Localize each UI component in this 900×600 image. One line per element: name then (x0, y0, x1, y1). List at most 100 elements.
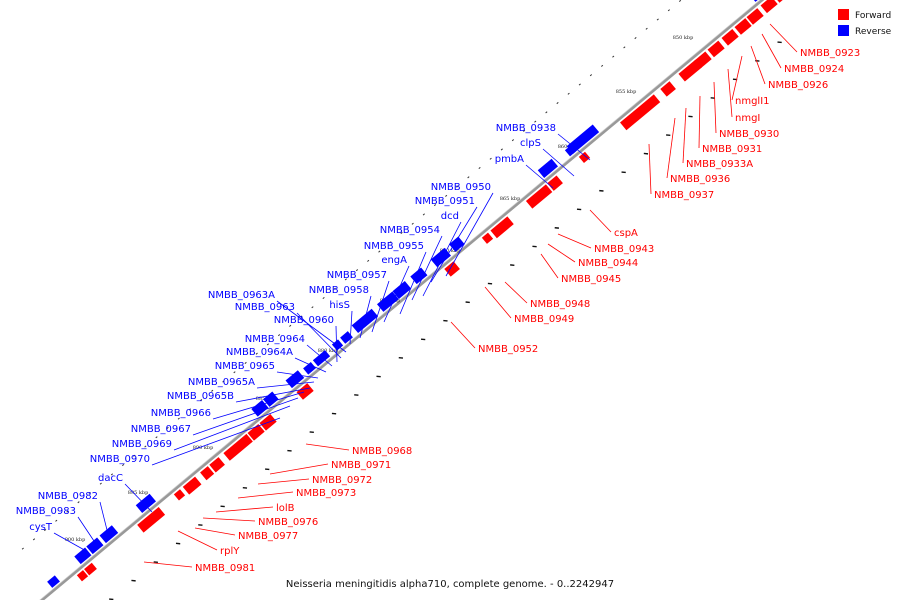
forward-gene-label: NMBB_0930 (719, 129, 779, 140)
forward-gene-label: cspA (614, 228, 638, 239)
reverse-leader (276, 371, 319, 379)
forward-gene-block (525, 184, 553, 209)
forward-gene-label: NMBB_0949 (514, 314, 574, 325)
forward-gene-label: NMBB_0972 (312, 475, 372, 486)
skew-tick (233, 371, 236, 374)
skew-tick (367, 259, 370, 262)
reverse-leader (335, 325, 338, 363)
skew-tick (177, 417, 180, 420)
skew-tick (32, 538, 36, 541)
forward-gene-label: NMBB_0976 (258, 517, 318, 528)
forward-leader (761, 33, 782, 69)
forward-gene-block (481, 232, 494, 244)
gc-skew-ticks (21, 0, 782, 600)
forward-gene-block (678, 59, 702, 82)
forward-leader (682, 107, 687, 164)
forward-gene-block (223, 433, 253, 461)
reverse-gene-label: NMBB_0951 (415, 196, 475, 207)
legend: Forward Reverse (838, 9, 892, 37)
reverse-gene-block (47, 575, 60, 588)
skew-tick (678, 0, 682, 2)
reverse-gene-block (285, 370, 305, 389)
forward-gene-label: NMBB_0943 (594, 244, 654, 255)
skew-tick (645, 27, 648, 30)
reverse-gene-label: NMBB_0964A (226, 347, 293, 358)
reverse-gene-label: NMBB_0965 (215, 361, 275, 372)
skew-tick (66, 510, 69, 513)
skew-tick (344, 278, 347, 281)
skew-tick (21, 547, 24, 550)
reverse-leader (124, 483, 153, 513)
reverse-leader (349, 310, 353, 345)
genome-backbone (39, 0, 765, 600)
forward-leader (237, 491, 294, 499)
skew-tick (589, 74, 593, 77)
legend-forward-swatch (838, 9, 849, 20)
forward-gene-block (173, 489, 186, 501)
skew-tick (166, 426, 169, 429)
skew-tick (489, 157, 492, 160)
reverse-leader (557, 133, 591, 161)
reverse-gene-block (564, 145, 577, 157)
forward-leader (589, 209, 612, 233)
skew-tick (266, 343, 269, 346)
forward-gene-label: NMBB_0981 (195, 563, 255, 574)
backbone-line (40, 0, 765, 600)
skew-tick (445, 194, 448, 197)
reverse-gene-block (312, 355, 325, 367)
forward-gene-label: NMBB_0931 (702, 144, 762, 155)
skew-tick (188, 408, 192, 411)
forward-gene-block (296, 383, 314, 400)
forward-gene-label: nmglI1 (735, 96, 770, 107)
reverse-leader (235, 387, 311, 403)
skew-tick (500, 148, 503, 151)
skew-tick (122, 464, 125, 467)
legend-reverse-swatch (838, 25, 849, 36)
reverse-gene-label: clpS (520, 138, 541, 149)
reverse-gene-label: NMBB_0960 (274, 315, 334, 326)
reverse-leader (542, 148, 575, 177)
skew-tick (456, 185, 459, 188)
skew-tick (612, 55, 615, 58)
reverse-leader (192, 397, 299, 436)
forward-leader (769, 23, 798, 53)
forward-gene-block (760, 0, 778, 14)
forward-leader (215, 506, 274, 513)
forward-gene-block (209, 457, 225, 473)
skew-tick (667, 9, 671, 12)
skew-tick (211, 389, 214, 392)
reverse-gene-label: NMBB_0970 (90, 454, 150, 465)
forward-gene-label: NMBB_0933A (686, 159, 753, 170)
skew-tick (545, 111, 548, 114)
reverse-gene-label: NMBB_0950 (431, 182, 491, 193)
skew-tick (478, 166, 481, 170)
reverse-leader (422, 221, 462, 297)
forward-leader (202, 517, 256, 522)
forward-gene-block (660, 81, 676, 97)
reverse-leader (151, 417, 281, 466)
reverse-leader (411, 235, 443, 301)
skew-tick (133, 454, 136, 457)
reverse-gene-label: NMBB_0965A (188, 377, 255, 388)
reverse-gene-label: NMBB_0965B (167, 391, 234, 402)
skew-tick (523, 129, 526, 132)
forward-gene-label: NMBB_0977 (238, 531, 298, 542)
reverse-leader (276, 300, 347, 353)
forward-gene-label: NMBB_0924 (784, 64, 844, 75)
forward-gene-label: nmgI (735, 113, 760, 124)
reverse-gene-label: NMBB_0983 (16, 506, 76, 517)
reverse-leader (399, 251, 427, 315)
forward-leader (731, 55, 743, 101)
skew-tick (433, 204, 437, 207)
forward-gene-label: NMBB_0968 (352, 446, 412, 457)
skew-tick (144, 445, 147, 448)
forward-gene-label: NMBB_0973 (296, 488, 356, 499)
legend-forward-label: Forward (855, 11, 891, 21)
reverse-gene-block (99, 525, 119, 544)
forward-gene-block (247, 423, 265, 441)
reverse-gene-block (303, 362, 316, 375)
kbp-label: 865 kbp (500, 196, 521, 202)
skew-tick (311, 306, 314, 309)
skew-tick (400, 231, 403, 235)
skew-tick (222, 380, 225, 383)
